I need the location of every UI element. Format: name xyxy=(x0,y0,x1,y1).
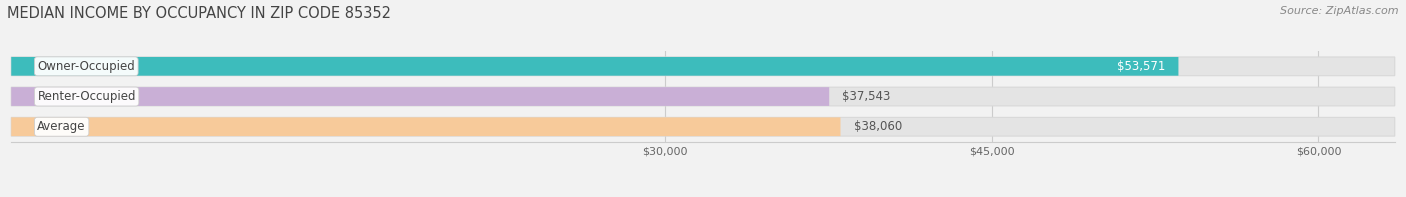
FancyBboxPatch shape xyxy=(11,117,1395,136)
Text: MEDIAN INCOME BY OCCUPANCY IN ZIP CODE 85352: MEDIAN INCOME BY OCCUPANCY IN ZIP CODE 8… xyxy=(7,6,391,21)
Text: Renter-Occupied: Renter-Occupied xyxy=(38,90,136,103)
Text: Owner-Occupied: Owner-Occupied xyxy=(38,60,135,73)
Text: Average: Average xyxy=(38,120,86,133)
FancyBboxPatch shape xyxy=(11,87,1395,106)
Text: $37,543: $37,543 xyxy=(842,90,890,103)
FancyBboxPatch shape xyxy=(11,57,1395,76)
FancyBboxPatch shape xyxy=(11,117,841,136)
FancyBboxPatch shape xyxy=(11,87,830,106)
Text: $53,571: $53,571 xyxy=(1116,60,1166,73)
Text: $38,060: $38,060 xyxy=(853,120,901,133)
FancyBboxPatch shape xyxy=(11,57,1178,76)
Text: Source: ZipAtlas.com: Source: ZipAtlas.com xyxy=(1281,6,1399,16)
